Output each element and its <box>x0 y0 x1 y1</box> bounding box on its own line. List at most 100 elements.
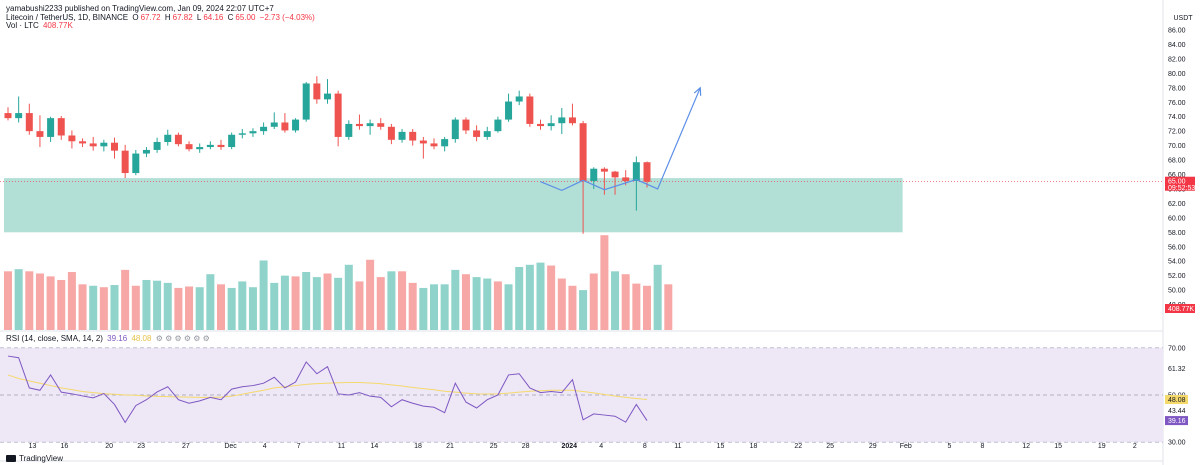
volume-bar <box>376 277 385 330</box>
volume-bar <box>99 287 108 330</box>
time-tick-label: 23 <box>137 443 145 450</box>
volume-bar <box>89 285 98 330</box>
candle-body <box>4 113 12 119</box>
volume-bar <box>259 260 268 330</box>
volume-bar <box>185 286 194 330</box>
candle-body <box>355 123 363 127</box>
candle-body <box>79 141 87 144</box>
candle-body <box>632 162 640 182</box>
high-value: 67.82 <box>172 13 193 22</box>
time-tick-label: 20 <box>105 443 113 450</box>
volume-bar <box>355 281 364 330</box>
volume-label: Vol · LTC <box>6 21 39 30</box>
volume-bar <box>493 281 502 330</box>
publisher-line: yamabushi2233 published on TradingView.c… <box>6 4 276 13</box>
volume-bar <box>142 279 151 330</box>
time-tick-label: 13 <box>29 443 37 450</box>
volume-bar <box>206 274 215 330</box>
rsi-label: RSI (14, close, SMA, 14, 2) <box>6 334 103 343</box>
candle-body <box>611 171 619 178</box>
volume-bar <box>621 274 630 330</box>
rsi-tick-label: 43.44 <box>1168 408 1186 415</box>
open-value: 67.72 <box>140 13 161 22</box>
rsi-sma-badge <box>1165 395 1188 405</box>
volume-legend[interactable]: Vol · LTC 408.77K <box>6 21 75 30</box>
candle-body <box>387 126 395 140</box>
rsi-sma-axis-label: 48.08 <box>1168 397 1186 404</box>
rsi-tick-label: 61.32 <box>1168 366 1186 373</box>
change-value: −2.73 (−4.03%) <box>259 13 315 22</box>
time-tick-label: 25 <box>490 443 498 450</box>
candle-body <box>164 134 172 142</box>
time-tick-label: 2024 <box>561 443 577 450</box>
last-price-badge <box>1165 176 1195 191</box>
projection-arrow <box>693 86 702 96</box>
volume-bar <box>472 277 481 330</box>
ohlc-legend[interactable]: Litecoin / TetherUS, 1D, BINANCE O 67.72 … <box>6 13 317 22</box>
candle-body <box>568 117 576 124</box>
volume-bar <box>557 278 566 330</box>
volume-bar <box>195 287 204 330</box>
candle-body <box>132 153 140 174</box>
volume-axis-label: 408.77K <box>1168 306 1194 313</box>
candle-body <box>622 177 630 182</box>
candle-body <box>600 168 608 172</box>
price-tick-label: 76.00 <box>1168 100 1186 107</box>
price-tick-label: 72.00 <box>1168 129 1186 136</box>
candle-body <box>324 93 331 100</box>
volume-bar <box>611 271 620 330</box>
rsi-legend-icons[interactable]: ⚙ ⚙ ⚙ ⚙ ⚙ ⚙ <box>155 334 210 343</box>
time-tick-label: 16 <box>61 443 69 450</box>
time-tick-label: 27 <box>182 443 190 450</box>
volume-bar <box>504 284 513 330</box>
volume-bar <box>387 271 396 330</box>
rsi-line <box>7 355 648 424</box>
candle-body <box>483 131 491 137</box>
price-tick-label: 50.00 <box>1168 288 1186 295</box>
time-tick-label: 7 <box>297 443 301 450</box>
volume-bar <box>217 284 225 330</box>
price-tick-label: 74.00 <box>1168 114 1186 121</box>
volume-bar <box>408 282 417 330</box>
rsi-tick-label: 30.00 <box>1168 440 1186 447</box>
volume-bar <box>483 278 492 330</box>
candle-body <box>260 126 268 132</box>
volume-bar <box>270 282 279 330</box>
close-label: C <box>227 13 234 22</box>
time-tick-label: 4 <box>263 443 267 450</box>
volume-bar <box>334 277 343 330</box>
time-tick-label: 5 <box>948 443 952 450</box>
high-label: H <box>164 13 171 22</box>
volume-bar <box>568 285 577 330</box>
volume-bar <box>323 273 332 330</box>
time-tick-label: 12 <box>1022 443 1030 450</box>
volume-bar <box>14 269 23 330</box>
candle-body <box>196 147 204 150</box>
open-label: O <box>132 13 139 22</box>
price-tick-label: 60.00 <box>1168 215 1186 222</box>
rsi-sma-value: 48.08 <box>131 334 152 343</box>
candle-body <box>430 143 438 147</box>
time-tick-label: 15 <box>717 443 725 450</box>
price-tick-label: 68.00 <box>1168 158 1186 165</box>
candle-body <box>409 131 417 141</box>
volume-bar <box>366 259 375 330</box>
volume-bar <box>398 271 407 330</box>
price-tick-label: 54.00 <box>1168 259 1186 266</box>
rsi-value: 39.16 <box>107 334 128 343</box>
volume-bar <box>280 275 289 330</box>
time-tick-label: 11 <box>338 443 345 450</box>
candle-body <box>398 131 406 140</box>
volume-bar <box>121 269 130 330</box>
candle-body <box>302 83 310 120</box>
time-tick-label: Feb <box>900 443 912 450</box>
time-tick-label: 18 <box>414 443 422 450</box>
symbol-label: Litecoin / TetherUS, 1D, BINANCE <box>6 13 129 22</box>
candle-body <box>217 144 225 148</box>
volume-bar <box>291 276 300 330</box>
rsi-legend[interactable]: RSI (14, close, SMA, 14, 2) 39.16 48.08 … <box>6 334 212 343</box>
volume-bar <box>461 274 470 330</box>
candle-body <box>547 123 555 127</box>
volume-bar <box>419 287 428 330</box>
